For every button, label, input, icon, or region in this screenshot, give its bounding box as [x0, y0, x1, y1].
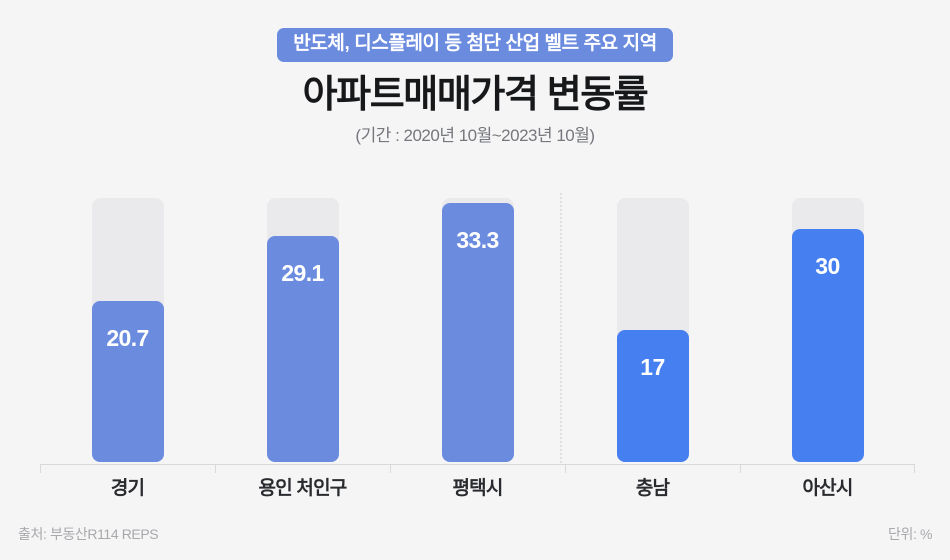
header-badge: 반도체, 디스플레이 등 첨단 산업 벨트 주요 지역 — [277, 28, 673, 62]
bar-value-label: 20.7 — [106, 325, 149, 351]
bar-group: 20.7 — [40, 190, 215, 462]
axis-tick — [740, 464, 741, 473]
axis-baseline — [40, 464, 915, 465]
bar-track: 30 — [791, 198, 864, 462]
bar-fill[interactable]: 20.7 — [91, 301, 164, 462]
x-axis-label-3: 평택시 — [452, 478, 503, 499]
bar-value-label: 17 — [640, 354, 665, 380]
bar-value-label: 30 — [815, 253, 840, 279]
bar-fill[interactable]: 17 — [616, 330, 689, 462]
source-note: 출처: 부동산R114 REPS — [18, 526, 159, 542]
axis-tick — [215, 464, 216, 473]
x-axis — [40, 464, 915, 474]
axis-tick — [40, 464, 41, 473]
x-axis-label-2: 용인 처인구 — [258, 478, 348, 499]
bar-value-label: 33.3 — [456, 227, 499, 253]
bar-group: 17 — [565, 190, 740, 462]
bar-group: 30 — [740, 190, 915, 462]
bar-track: 33.3 — [441, 198, 514, 462]
axis-tick — [914, 464, 915, 473]
bar-group: 29.1 — [215, 190, 390, 462]
unit-note: 단위: % — [888, 526, 932, 542]
chart-subtitle: (기간 : 2020년 10월~2023년 10월) — [355, 126, 595, 146]
bar-series: 20.7 29.1 33.3 17 30 — [40, 190, 915, 462]
axis-tick — [565, 464, 566, 473]
bar-fill[interactable]: 29.1 — [266, 236, 339, 462]
x-axis-label-5: 아산시 — [802, 478, 853, 499]
x-axis-labels: 경기 용인 처인구 평택시 충남 아산시 — [40, 478, 915, 506]
axis-tick — [390, 464, 391, 473]
x-axis-label-1: 경기 — [110, 478, 145, 499]
bar-value-label: 29.1 — [281, 260, 324, 286]
group-divider — [560, 193, 562, 463]
bar-track: 20.7 — [91, 198, 164, 462]
bar-track: 17 — [616, 198, 689, 462]
chart-header: 반도체, 디스플레이 등 첨단 산업 벨트 주요 지역 아파트매매가격 변동률 … — [0, 0, 950, 146]
bar-fill[interactable]: 33.3 — [441, 203, 514, 462]
bar-fill[interactable]: 30 — [791, 229, 864, 462]
bar-group: 33.3 — [390, 190, 565, 462]
bar-track: 29.1 — [266, 198, 339, 462]
page-title: 아파트매매가격 변동률 — [302, 73, 649, 116]
chart-plot-area: 20.7 29.1 33.3 17 30 — [40, 190, 915, 465]
x-axis-label-4: 충남 — [635, 478, 670, 499]
